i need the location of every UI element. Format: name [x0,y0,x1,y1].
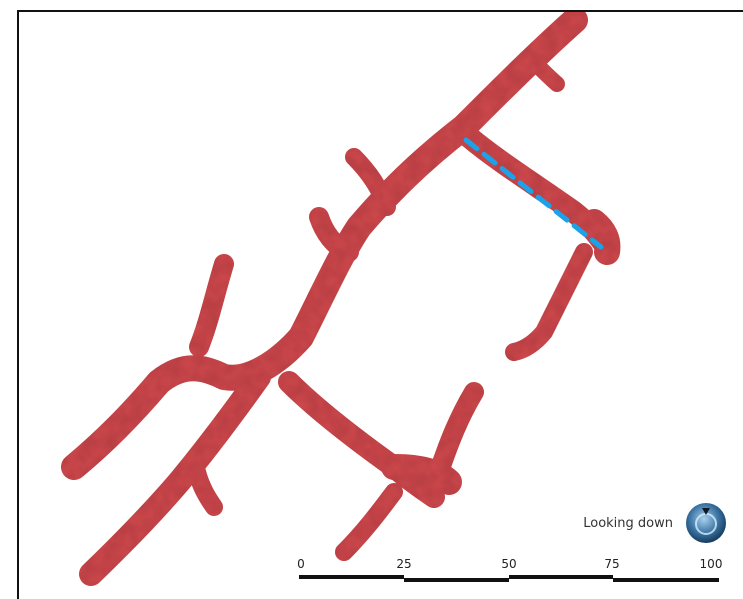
scale-segment-4 [613,578,719,582]
scale-segment-1 [299,575,404,579]
lower-right-spur-up [429,382,484,482]
upper-right-node [581,209,621,265]
main-passage [61,12,588,480]
stub-1 [309,207,359,262]
lower-right-spur-down [335,483,403,561]
scale-segment-2 [404,578,509,582]
upper-right-spur-down [505,243,593,361]
compass-icon[interactable] [685,502,727,544]
lower-right-node [381,454,462,495]
stub-3 [526,54,565,92]
upper-left-passage [189,254,234,357]
3d-viewport[interactable]: Looking down 0 25 50 75 100 [17,10,743,599]
scale-label-25: 25 [396,557,412,571]
stub-2 [345,148,396,216]
scale-label-0: 0 [297,557,305,571]
scale-label-100: 100 [699,557,723,571]
scale-segment-3 [509,575,613,579]
orientation-indicator: Looking down [583,502,727,544]
scale-label-50: 50 [501,557,517,571]
cave-model-render[interactable] [19,12,743,599]
scale-label-75: 75 [604,557,620,571]
orientation-label: Looking down [583,515,673,531]
lower-left-spur [188,463,223,516]
passage-network [61,12,621,586]
scale-bar: 0 25 50 75 100 [297,557,723,587]
lower-left-passage [79,365,271,586]
measure-line[interactable] [463,137,604,250]
